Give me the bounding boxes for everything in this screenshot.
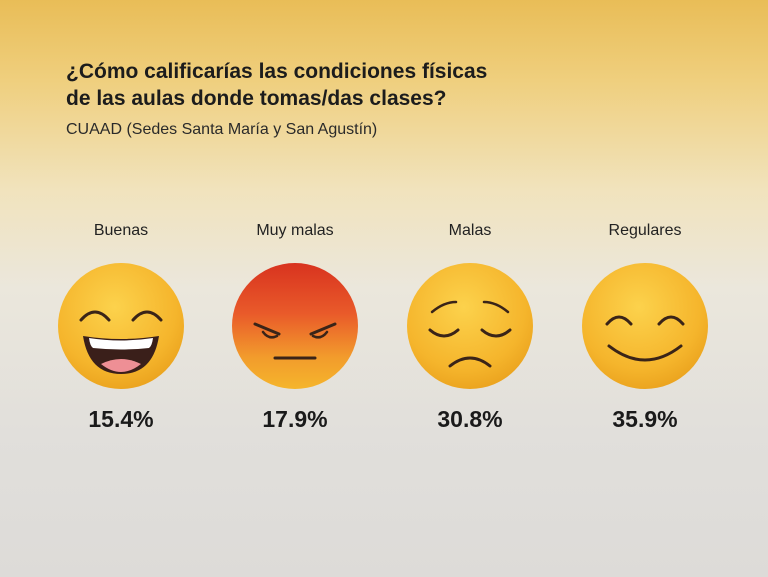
category-column-buenas: Buenas 15.4% (46, 222, 196, 442)
chart-title-line-1: ¿Cómo calificarías las condiciones físic… (66, 60, 488, 83)
laughing-face-icon (58, 263, 184, 389)
value-label: 15.4% (88, 406, 154, 432)
category-label: Malas (448, 222, 492, 239)
category-column-malas: Malas 30.8% (395, 222, 545, 442)
chart-subtitle: CUAAD (Sedes Santa María y San Agustín) (66, 121, 378, 138)
category-column-regulares: Regulares 35.9% (570, 222, 720, 442)
category-label: Muy malas (256, 222, 334, 239)
category-label: Regulares (608, 222, 682, 239)
chart-title-line-2: de las aulas donde tomas/das clases? (66, 87, 447, 110)
value-label: 30.8% (437, 406, 503, 432)
sad-face-icon (407, 263, 533, 389)
category-column-muy-malas: Muy malas 17.9% (220, 222, 370, 442)
smiling-face-icon (582, 263, 708, 389)
value-label: 17.9% (262, 406, 328, 432)
chart-title: ¿Cómo calificarías las condiciones físic… (66, 58, 526, 112)
angry-face-icon (232, 263, 358, 389)
value-label: 35.9% (612, 406, 678, 432)
category-label: Buenas (93, 222, 149, 239)
